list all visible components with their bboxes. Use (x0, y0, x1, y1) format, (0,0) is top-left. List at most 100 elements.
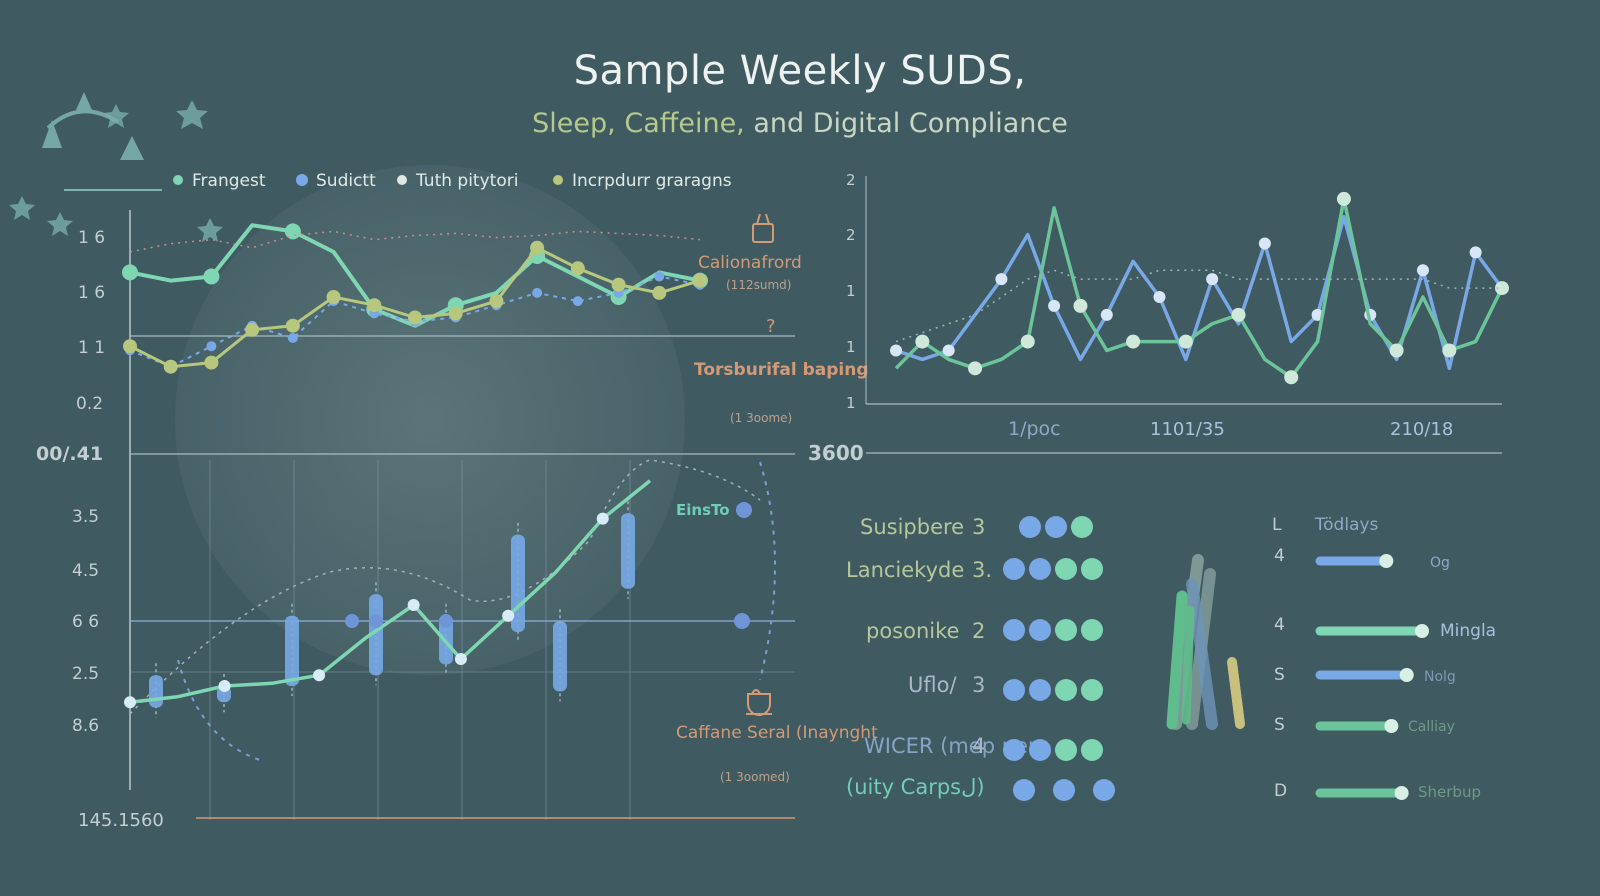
pill-segment (1081, 619, 1103, 641)
pill-segment (1029, 619, 1051, 641)
row-marker: D (1274, 781, 1287, 801)
y-tick-label: 1 1 (78, 338, 105, 358)
candle-body (369, 594, 383, 676)
y-tick-label: 1 (846, 394, 856, 412)
slider-label: Calliay (1408, 719, 1455, 735)
pill-dot (1053, 779, 1075, 801)
row-label: Susipbere (860, 515, 964, 539)
annotation-title: Torsburifal baping (694, 360, 869, 380)
row-marker: 4 (1274, 546, 1285, 566)
series-line-2 (895, 269, 1502, 343)
data-point (326, 290, 341, 304)
data-point (313, 669, 326, 682)
data-point (572, 296, 583, 307)
annotation-note: (1 3oomed) (720, 770, 790, 784)
pill-segment (1055, 558, 1077, 580)
pill-segment (1081, 739, 1103, 761)
legend-label: Sudictt (316, 171, 376, 191)
y-tick-label: 4.5 (72, 561, 99, 581)
pill-segment (1045, 516, 1067, 538)
data-point (285, 318, 300, 333)
dashed-trend-line (129, 459, 761, 715)
data-point (1020, 334, 1035, 349)
pill-segment (1003, 679, 1025, 701)
row-value: 3. (972, 558, 992, 582)
data-point (1073, 298, 1088, 313)
data-point (1126, 334, 1141, 349)
top-left-chart: 1 6 1 6 1 1 0.2 00/.41 Calionafrord (112… (36, 210, 869, 790)
pill-segment (1055, 679, 1077, 701)
grid (130, 460, 795, 820)
slider-label: Mingla (1440, 621, 1496, 641)
y-tick-label: 2 (846, 171, 856, 189)
data-point (284, 223, 301, 240)
y-tick-label: 8.6 (72, 716, 99, 736)
annotation-note: (1 3oome) (730, 411, 792, 425)
series-line-0 (895, 215, 1504, 371)
data-point (454, 653, 467, 665)
row-marker: 4 (1274, 615, 1285, 635)
y-tick-label: 2.5 (72, 664, 99, 684)
slider-handle (1415, 624, 1429, 638)
row-label: (uity Carpsل) (846, 775, 985, 799)
corner-label: 145.1560 (78, 810, 164, 831)
row-marker: S (1274, 715, 1285, 735)
legend-dot (173, 175, 183, 185)
ref-dot (369, 614, 383, 628)
annotation-title: Caffane Seral (Inaynght (676, 723, 878, 743)
data-point (1389, 343, 1404, 358)
series-line-1 (894, 197, 1504, 379)
data-point (995, 273, 1008, 286)
y-tick-label: 1 6 (78, 283, 105, 303)
page-title: Sample Weekly SUDS, (573, 48, 1027, 94)
data-point (1153, 291, 1166, 303)
header-marker: L (1272, 515, 1282, 535)
row-marker: S (1274, 665, 1285, 685)
slider-handle (1399, 668, 1414, 682)
pill-segment (1055, 739, 1077, 761)
brush-bars (1166, 554, 1245, 730)
legend-label: Frangest (192, 171, 266, 191)
annotation-title: ? (766, 316, 776, 337)
data-point (1100, 308, 1113, 321)
ref-dot (734, 613, 750, 629)
slider-label: Sherbup (1418, 783, 1481, 801)
row-label: Uflo/ (908, 673, 957, 697)
annotation-title: Calionafrord (698, 253, 802, 273)
data-point (693, 273, 707, 288)
data-point (206, 341, 217, 352)
top-right-chart: 2 2 1 1 1 3600 1/poc 1101/35 210/18 (808, 171, 1509, 465)
data-point (245, 322, 260, 337)
page-subtitle: Sleep, Caffeine, and Digital Compliance (0, 108, 1600, 139)
data-point (1178, 334, 1193, 349)
annotation-dot (736, 502, 752, 518)
slider-handle (1394, 786, 1409, 800)
data-point (407, 599, 420, 611)
data-point (287, 333, 298, 343)
pill-segment (1019, 516, 1041, 538)
y-tick-label: 3.5 (72, 507, 99, 527)
candle-body (553, 621, 567, 692)
data-point (1231, 307, 1246, 322)
row-value: 3 (972, 515, 985, 539)
data-point (1206, 273, 1219, 286)
pill-segment (1071, 516, 1093, 538)
corner-label: 3600 (808, 441, 864, 465)
data-point (596, 512, 609, 525)
compliance-rows: Susipbere 3 Lanciekyde 3. posonike 2 Ufl… (846, 515, 1115, 801)
data-point (1469, 246, 1482, 259)
y-tick-label: 0.2 (76, 394, 103, 414)
y-tick-label: 1 6 (78, 228, 105, 248)
annotation-note: (112sumd) (726, 278, 791, 292)
legend-dot (397, 175, 407, 185)
data-point (448, 306, 463, 321)
data-point (218, 680, 231, 692)
candle-body (285, 615, 299, 686)
data-point (532, 287, 543, 298)
data-point (652, 285, 667, 300)
data-point (942, 344, 955, 357)
bottom-left-chart: 3.5 4.5 6 6 2.5 8.6 145.1560 EinsTo Caff… (72, 459, 878, 831)
pill-segment (1081, 558, 1103, 580)
